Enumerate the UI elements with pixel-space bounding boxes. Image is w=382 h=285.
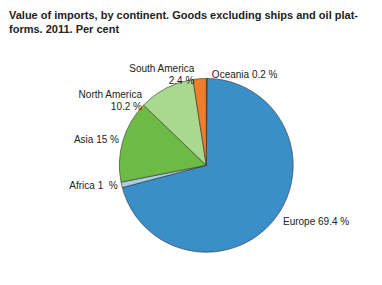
svg-text:Oceania 0.2 %: Oceania 0.2 % <box>212 69 278 80</box>
svg-text:North America: North America <box>79 89 143 100</box>
svg-text:Value of imports, by continent: Value of imports, by continent. Goods ex… <box>9 9 358 21</box>
svg-text:South America: South America <box>129 63 194 74</box>
svg-text:Africa 1 %: Africa 1 % <box>69 180 117 191</box>
svg-text:2.4 %: 2.4 % <box>169 75 195 86</box>
svg-text:Europe 69.4 %: Europe 69.4 % <box>283 216 349 227</box>
svg-text:Asia 15 %: Asia 15 % <box>74 134 119 145</box>
svg-text:forms. 2011. Per cent: forms. 2011. Per cent <box>9 23 119 35</box>
svg-text:10.2 %: 10.2 % <box>111 101 142 112</box>
